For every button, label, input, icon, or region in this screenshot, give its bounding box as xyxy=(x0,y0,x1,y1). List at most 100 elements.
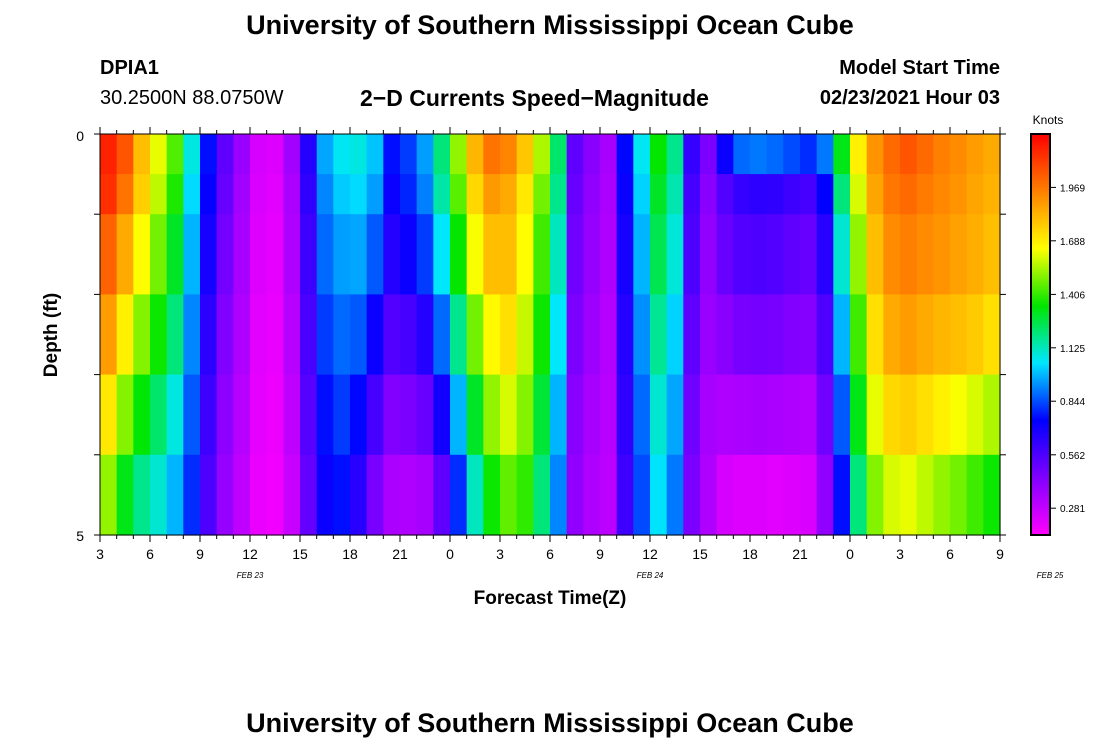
heatmap-cell xyxy=(233,374,251,456)
heatmap-cell xyxy=(833,454,851,536)
x-tick-label: 15 xyxy=(292,546,308,562)
heatmap-cell xyxy=(383,294,401,376)
heatmap-cell xyxy=(533,214,551,295)
heatmap-cell xyxy=(433,134,451,175)
heatmap-cell xyxy=(633,374,651,456)
heatmap-cell xyxy=(483,134,501,175)
heatmap-cell xyxy=(266,134,284,175)
x-tick-label: 9 xyxy=(196,546,204,562)
heatmap-cell xyxy=(366,374,384,456)
heatmap-cell xyxy=(283,134,301,175)
heatmap-cell xyxy=(216,374,234,456)
heatmap-cell xyxy=(316,134,334,175)
heatmap-cell xyxy=(950,134,968,175)
heatmap-cell xyxy=(316,374,334,456)
heatmap-cell xyxy=(533,134,551,175)
heatmap-cell xyxy=(600,214,618,295)
heatmap-cell xyxy=(650,294,668,376)
heatmap-cell xyxy=(383,134,401,175)
y-tick-label-0: 0 xyxy=(76,128,84,144)
heatmap-cell xyxy=(383,374,401,456)
heatmap-cell xyxy=(333,374,351,456)
heatmap-cell xyxy=(983,374,1001,456)
heatmap-cell xyxy=(533,454,551,536)
heatmap-cell xyxy=(433,214,451,295)
heatmap-cell xyxy=(216,294,234,376)
heatmap-cell xyxy=(583,214,601,295)
colorbar-tick-label: 0.844 xyxy=(1060,397,1085,408)
heatmap-cell xyxy=(216,134,234,175)
heatmap-cell xyxy=(100,454,118,536)
heatmap-cell xyxy=(300,374,318,456)
heatmap-cell xyxy=(316,454,334,536)
colorbar-tick-label: 0.281 xyxy=(1060,504,1085,515)
heatmap-cell xyxy=(850,374,868,456)
heatmap-cell xyxy=(616,294,634,376)
heatmap-cell xyxy=(900,214,918,295)
plot-title: 2−D Currents Speed−Magnitude xyxy=(360,85,709,111)
heatmap-cells xyxy=(100,134,1001,536)
heatmap-cell xyxy=(116,374,134,456)
heatmap-cell xyxy=(800,214,818,295)
heatmap-cell xyxy=(466,454,484,536)
heatmap-cell xyxy=(600,294,618,376)
heatmap-cell xyxy=(683,454,701,536)
heatmap-cell xyxy=(983,454,1001,536)
heatmap-cell xyxy=(750,134,768,175)
heatmap-cell xyxy=(950,454,968,536)
heatmap-cell xyxy=(650,454,668,536)
heatmap-cell xyxy=(733,454,751,536)
heatmap-cell xyxy=(466,134,484,175)
page-title: University of Southern Mississippi Ocean… xyxy=(246,10,854,40)
heatmap-cell xyxy=(283,214,301,295)
heatmap-cell xyxy=(516,214,534,295)
heatmap-cell xyxy=(100,374,118,456)
heatmap-cell xyxy=(583,294,601,376)
heatmap-cell xyxy=(150,294,168,376)
heatmap-cell xyxy=(133,374,151,456)
heatmap-cell xyxy=(700,374,718,456)
heatmap-cell xyxy=(466,374,484,456)
heatmap-cell xyxy=(966,454,984,536)
heatmap-cell xyxy=(116,294,134,376)
heatmap-cell xyxy=(516,454,534,536)
heatmap-cell xyxy=(800,134,818,175)
heatmap-cell xyxy=(133,454,151,536)
heatmap-cell xyxy=(300,134,318,175)
heatmap-cell xyxy=(966,214,984,295)
heatmap-cell xyxy=(716,214,734,295)
x-tick-label: 21 xyxy=(392,546,408,562)
heatmap-cell xyxy=(800,374,818,456)
heatmap-cell xyxy=(916,374,934,456)
heatmap-cell xyxy=(400,294,418,376)
x-tick-label: 9 xyxy=(996,546,1004,562)
heatmap-cell xyxy=(150,134,168,175)
heatmap-cell xyxy=(350,374,368,456)
heatmap-cell xyxy=(833,214,851,295)
heatmap-cell xyxy=(666,294,684,376)
heatmap-cell xyxy=(850,134,868,175)
heatmap-cell xyxy=(833,134,851,175)
heatmap-chart: 3 6 9 12 15 18 21 0 3 6 9 12 15 18 21 0 3 6 9 FEB 23 FEB 24… xyxy=(41,113,1085,609)
heatmap-cell xyxy=(933,134,951,175)
colorbar-tick-label: 1.125 xyxy=(1060,344,1085,355)
heatmap-cell xyxy=(916,134,934,175)
heatmap-cell xyxy=(366,294,384,376)
heatmap-cell xyxy=(300,454,318,536)
x-tick-label: 9 xyxy=(596,546,604,562)
heatmap-cell xyxy=(566,374,584,456)
heatmap-cell xyxy=(566,454,584,536)
heatmap-cell xyxy=(650,214,668,295)
colorbar-label: Knots xyxy=(1033,113,1064,127)
heatmap-cell xyxy=(566,134,584,175)
heatmap-cell xyxy=(366,454,384,536)
heatmap-cell xyxy=(866,134,884,175)
heatmap-cell xyxy=(833,294,851,376)
heatmap-cell xyxy=(283,454,301,536)
y-axis-ticks xyxy=(94,133,1006,536)
y-tick-label-5: 5 xyxy=(76,528,84,544)
heatmap-cell xyxy=(816,294,834,376)
heatmap-cell xyxy=(416,454,434,536)
heatmap-cell xyxy=(183,134,201,175)
heatmap-cell xyxy=(450,294,468,376)
